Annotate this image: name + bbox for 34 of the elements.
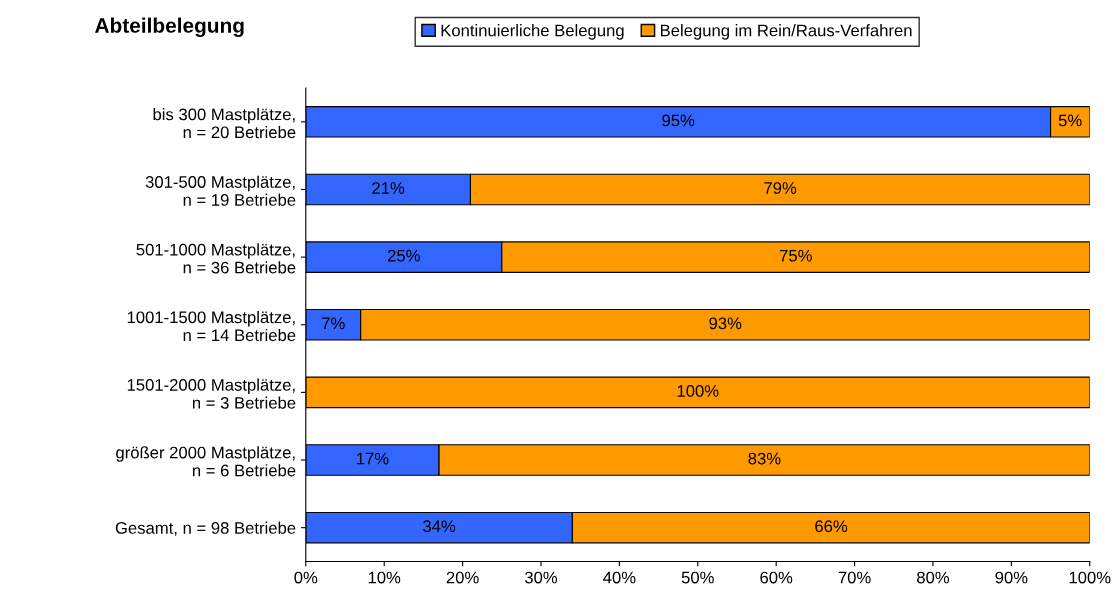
- data-label: 5%: [1058, 114, 1082, 127]
- y-tick-label: 1001-1500 Mastplätze, n = 14 Betriebe: [127, 310, 296, 342]
- data-label: 75%: [779, 249, 812, 262]
- y-tick-label: bis 300 Mastplätze, n = 20 Betriebe: [153, 108, 296, 139]
- x-tick-label: 70%: [838, 571, 871, 584]
- y-tick-label: 301-500 Mastplätze, n = 19 Betriebe: [145, 175, 296, 206]
- x-tick-label: 90%: [995, 571, 1028, 584]
- x-tick-label: 30%: [524, 571, 558, 584]
- x-tick-label: 50%: [681, 571, 714, 584]
- legend-label: Kontinuierliche Belegung: [441, 24, 624, 40]
- data-label: 21%: [372, 182, 405, 194]
- data-label: 93%: [709, 317, 742, 330]
- y-tick-label: 1501-2000 Mastplätze, n = 3 Betriebe: [127, 378, 296, 409]
- x-tick-label: 80%: [917, 571, 950, 584]
- x-tick-label: 100%: [1069, 571, 1111, 584]
- y-tick-label: 501-1000 Mastplätze, n = 36 Betriebe: [136, 243, 296, 274]
- data-label: 100%: [677, 385, 719, 397]
- data-label: 34%: [423, 520, 456, 533]
- data-label: 79%: [764, 182, 797, 194]
- y-tick-label: Gesamt, n = 98 Betriebe: [115, 521, 296, 536]
- legend-label: Belegung im Rein/Raus-Verfahren: [660, 24, 912, 40]
- x-tick-label: 0%: [294, 571, 318, 584]
- x-tick-label: 10%: [368, 571, 401, 584]
- data-label: 25%: [387, 249, 420, 262]
- x-tick-label: 60%: [760, 571, 793, 584]
- data-label: 7%: [322, 317, 345, 330]
- data-label: 66%: [815, 520, 848, 533]
- data-label: 95%: [662, 114, 695, 127]
- y-tick-label: größer 2000 Mastplätze, n = 6 Betriebe: [116, 446, 296, 477]
- data-label: 17%: [357, 452, 389, 465]
- data-label: 83%: [748, 452, 781, 465]
- x-tick-label: 20%: [446, 571, 479, 584]
- x-tick-label: 40%: [603, 571, 636, 584]
- chart-title: Abteilbelegung: [95, 17, 244, 38]
